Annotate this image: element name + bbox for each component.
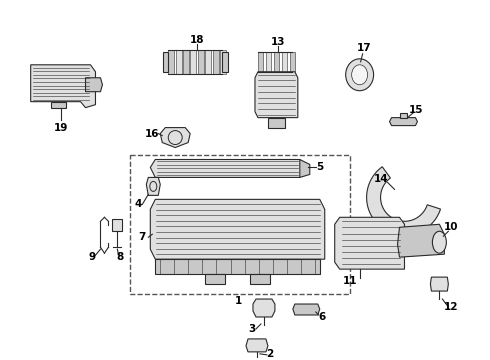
Polygon shape: [191, 50, 196, 74]
Polygon shape: [205, 274, 225, 284]
Text: 14: 14: [374, 175, 389, 184]
Polygon shape: [282, 52, 287, 72]
Text: 16: 16: [145, 129, 160, 139]
Text: 1: 1: [234, 296, 242, 306]
Text: 11: 11: [343, 276, 357, 286]
Text: 10: 10: [444, 222, 459, 232]
Polygon shape: [150, 199, 325, 259]
Text: 7: 7: [139, 232, 146, 242]
Text: 3: 3: [248, 324, 256, 334]
Polygon shape: [258, 52, 263, 72]
Polygon shape: [183, 50, 189, 74]
Text: 17: 17: [357, 43, 372, 53]
Polygon shape: [147, 177, 160, 195]
Polygon shape: [390, 118, 417, 126]
Polygon shape: [86, 78, 102, 92]
Polygon shape: [266, 52, 271, 72]
Ellipse shape: [345, 59, 373, 91]
Polygon shape: [268, 118, 285, 127]
Polygon shape: [112, 219, 122, 231]
Polygon shape: [274, 52, 279, 72]
Text: 4: 4: [135, 199, 142, 210]
Polygon shape: [213, 50, 219, 74]
Polygon shape: [246, 339, 268, 352]
Text: 19: 19: [53, 123, 68, 132]
Text: 9: 9: [89, 252, 96, 262]
Bar: [130, 154, 350, 294]
Polygon shape: [293, 304, 320, 315]
Polygon shape: [222, 52, 228, 72]
Text: 8: 8: [117, 252, 124, 262]
Polygon shape: [367, 167, 441, 235]
Polygon shape: [198, 50, 204, 74]
Polygon shape: [31, 65, 96, 108]
Text: 13: 13: [270, 37, 285, 47]
Polygon shape: [163, 52, 168, 72]
Polygon shape: [150, 159, 305, 177]
Polygon shape: [255, 72, 298, 118]
Polygon shape: [160, 127, 190, 148]
Polygon shape: [250, 274, 270, 284]
Polygon shape: [155, 259, 320, 274]
Text: 18: 18: [190, 35, 204, 45]
Polygon shape: [397, 224, 444, 257]
Polygon shape: [220, 50, 226, 74]
Polygon shape: [175, 50, 182, 74]
Polygon shape: [253, 299, 275, 317]
Ellipse shape: [432, 231, 446, 253]
Polygon shape: [205, 50, 211, 74]
Polygon shape: [430, 277, 448, 291]
Text: 5: 5: [316, 162, 323, 172]
Polygon shape: [290, 52, 295, 72]
Polygon shape: [50, 102, 66, 108]
Polygon shape: [335, 217, 404, 269]
Text: 15: 15: [409, 105, 424, 114]
Polygon shape: [399, 113, 408, 118]
Text: 6: 6: [318, 312, 325, 322]
Ellipse shape: [352, 65, 368, 85]
Text: 12: 12: [444, 302, 459, 312]
Polygon shape: [168, 50, 174, 74]
Polygon shape: [300, 159, 310, 177]
Text: 2: 2: [266, 349, 273, 359]
